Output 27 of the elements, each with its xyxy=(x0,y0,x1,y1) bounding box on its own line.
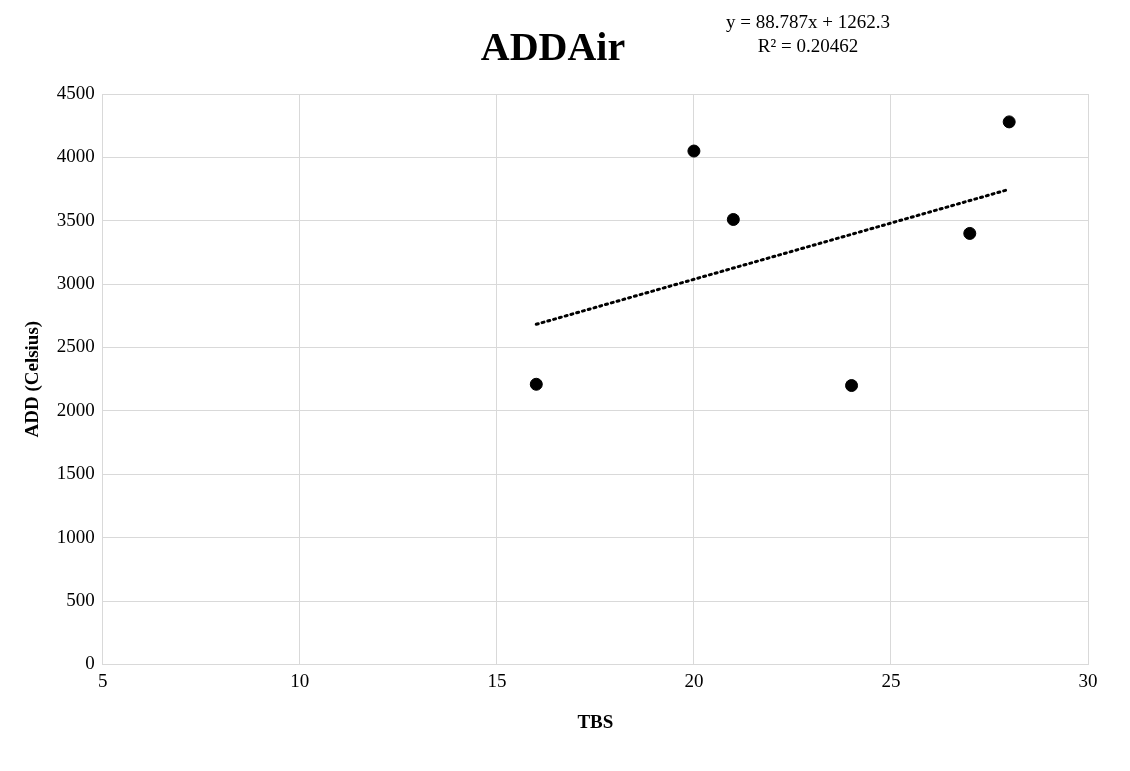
y-tick-label: 0 xyxy=(85,652,95,674)
y-tick-label: 2500 xyxy=(56,335,95,357)
y-tick-label: 3500 xyxy=(56,208,95,230)
point xyxy=(726,212,740,226)
y-tick-label: 1000 xyxy=(56,525,95,547)
point xyxy=(845,379,859,393)
y-tick-label: 4500 xyxy=(56,81,95,103)
y-tick-label: 4000 xyxy=(56,145,95,167)
y-tick-label: 3000 xyxy=(56,272,95,294)
point xyxy=(529,377,543,391)
y-tick-label: 500 xyxy=(66,589,95,611)
x-tick-label: 15 xyxy=(487,669,507,691)
point xyxy=(1002,115,1016,129)
x-tick-label: 30 xyxy=(1078,669,1098,691)
x-tick-label: 20 xyxy=(684,669,704,691)
y-axis-title: ADD (Celsius) xyxy=(21,320,44,438)
point xyxy=(687,144,701,158)
chart-title: ADDAir xyxy=(480,24,626,70)
text: y = 88.787x + 1262.3 xyxy=(726,11,890,33)
x-axis-title: TBS xyxy=(577,710,614,732)
y-tick-label: 1500 xyxy=(56,462,95,484)
x-tick-label: 25 xyxy=(881,669,901,691)
y-tick-label: 2000 xyxy=(56,398,95,420)
text: R² = 0.20462 xyxy=(757,35,859,57)
x-tick-label: 10 xyxy=(290,669,310,691)
x-tick-label: 5 xyxy=(98,669,108,691)
point xyxy=(963,226,977,240)
